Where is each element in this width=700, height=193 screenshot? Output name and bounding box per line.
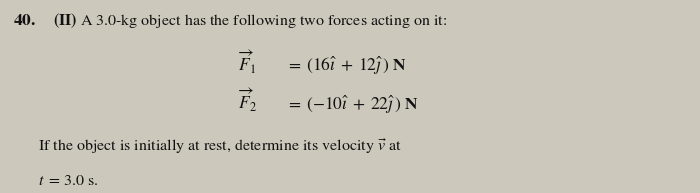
Text: $t\,$ = 3.0 s.: $t\,$ = 3.0 s. bbox=[38, 174, 99, 188]
Text: If the object is initially at rest, determine its velocity $\vec{v}$ at: If the object is initially at rest, dete… bbox=[38, 136, 402, 156]
Text: $= \;(-10\hat{\imath} \;+\; 22\hat{\jmath}\,)$ N: $= \;(-10\hat{\imath} \;+\; 22\hat{\jmat… bbox=[286, 94, 419, 116]
Text: $\overrightarrow{F}_2$: $\overrightarrow{F}_2$ bbox=[238, 87, 257, 114]
Text: $\mathbf{(II)}$ A 3.0-kg object has the following two forces acting on it:: $\mathbf{(II)}$ A 3.0-kg object has the … bbox=[53, 11, 447, 30]
Text: $\overrightarrow{F}_1$: $\overrightarrow{F}_1$ bbox=[238, 49, 256, 76]
Text: $\mathbf{40.}$: $\mathbf{40.}$ bbox=[13, 13, 36, 29]
Text: $= \;(16\hat{\imath} \;+\; 12\hat{\jmath}\,)$ N: $= \;(16\hat{\imath} \;+\; 12\hat{\jmath… bbox=[286, 55, 407, 77]
